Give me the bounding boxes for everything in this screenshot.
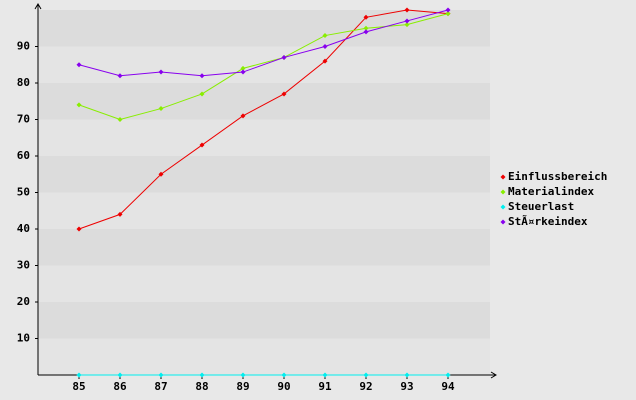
point: [322, 58, 328, 64]
y-tick-label: 40: [17, 222, 30, 235]
point: [158, 171, 164, 177]
point: [158, 372, 164, 378]
plot-band: [38, 338, 490, 375]
point: [322, 372, 328, 378]
point: [117, 372, 123, 378]
plot-band: [38, 302, 490, 339]
point: [240, 113, 246, 119]
x-tick-label: 89: [236, 380, 249, 393]
legend-label: Materialindex: [508, 185, 594, 198]
y-tick-label: 20: [17, 295, 30, 308]
series-line: [78, 9, 449, 230]
plot-band: [38, 229, 490, 266]
point: [445, 11, 451, 17]
point: [445, 372, 451, 378]
legend-label: Einflussbereich: [508, 170, 607, 183]
x-tick-label: 90: [277, 380, 290, 393]
point: [76, 372, 82, 378]
point: [281, 54, 287, 60]
point: [76, 62, 82, 68]
x-tick-label: 88: [195, 380, 208, 393]
legend-marker: [500, 189, 506, 195]
x-tick-label: 92: [359, 380, 372, 393]
legend-marker: [500, 174, 506, 180]
point: [445, 7, 451, 13]
plot-band: [38, 192, 490, 229]
y-tick-label: 30: [17, 259, 30, 272]
point: [117, 211, 123, 217]
x-tick-label: 94: [441, 380, 455, 393]
legend-marker: [500, 219, 506, 225]
x-tick-label: 87: [154, 380, 167, 393]
y-tick-label: 50: [17, 186, 30, 199]
y-tick-label: 10: [17, 332, 30, 345]
plot-band: [38, 119, 490, 156]
point: [117, 73, 123, 79]
point: [281, 372, 287, 378]
point: [363, 372, 369, 378]
point: [117, 117, 123, 122]
series-line: [78, 9, 449, 77]
point: [322, 44, 328, 49]
legend-label: Steuerlast: [508, 200, 574, 213]
x-tick-label: 93: [400, 380, 413, 393]
point: [199, 91, 205, 97]
point: [199, 73, 205, 79]
x-tick-label: 85: [72, 380, 85, 393]
point: [404, 372, 410, 378]
point: [240, 372, 246, 378]
y-tick-label: 90: [17, 40, 30, 53]
plot-band: [38, 156, 490, 193]
point: [404, 7, 410, 13]
x-axis-arrow: [490, 371, 497, 379]
legend-label: StÃ¤rkeindex: [508, 215, 588, 228]
y-tick-label: 70: [17, 113, 30, 126]
point: [322, 33, 328, 39]
point: [240, 69, 246, 75]
plot-band: [38, 10, 490, 47]
plot-band: [38, 265, 490, 302]
point: [158, 106, 164, 112]
y-tick-label: 60: [17, 149, 30, 162]
point: [158, 69, 164, 75]
point: [199, 372, 205, 378]
y-axis-arrow: [34, 3, 42, 10]
point: [363, 29, 369, 35]
point: [199, 142, 205, 148]
legend-marker: [500, 204, 506, 210]
y-tick-label: 80: [17, 76, 30, 89]
point: [281, 91, 287, 97]
point: [404, 18, 410, 24]
x-tick-label: 86: [113, 380, 127, 393]
point: [363, 14, 369, 20]
point: [363, 25, 369, 31]
point: [76, 226, 82, 232]
point: [404, 22, 410, 28]
point: [76, 102, 82, 108]
x-tick-label: 91: [318, 380, 332, 393]
point: [240, 65, 246, 71]
plot-band: [38, 83, 490, 120]
